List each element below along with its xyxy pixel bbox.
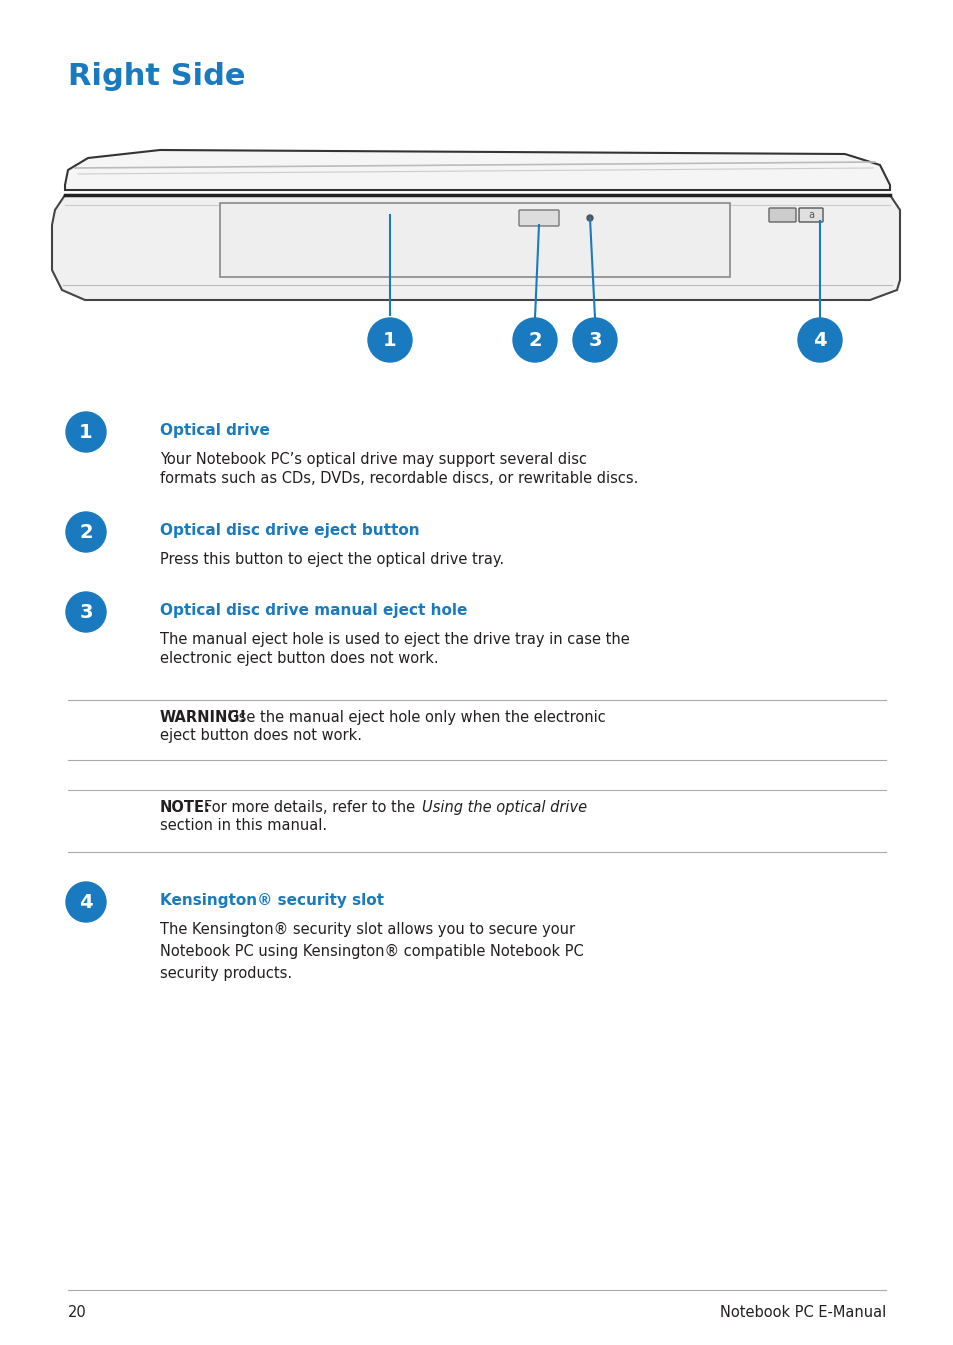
Text: Notebook PC using Kensington® compatible Notebook PC: Notebook PC using Kensington® compatible… (160, 944, 583, 959)
Text: eject button does not work.: eject button does not work. (160, 728, 361, 742)
FancyBboxPatch shape (518, 210, 558, 226)
Text: The manual eject hole is used to eject the drive tray in case the: The manual eject hole is used to eject t… (160, 632, 629, 647)
Text: 3: 3 (588, 331, 601, 350)
Text: 1: 1 (383, 331, 396, 350)
Text: 2: 2 (79, 522, 92, 542)
Circle shape (513, 317, 557, 362)
Circle shape (66, 512, 106, 551)
Circle shape (573, 317, 617, 362)
Text: 4: 4 (79, 893, 92, 912)
Polygon shape (52, 195, 899, 300)
Text: Using the optical drive: Using the optical drive (421, 800, 586, 815)
Text: Right Side: Right Side (68, 62, 245, 91)
Text: section in this manual.: section in this manual. (160, 818, 327, 833)
Polygon shape (65, 151, 889, 190)
Text: 3: 3 (79, 603, 92, 621)
Circle shape (797, 317, 841, 362)
Circle shape (66, 412, 106, 452)
Text: Optical disc drive eject button: Optical disc drive eject button (160, 522, 419, 538)
Text: The Kensington® security slot allows you to secure your: The Kensington® security slot allows you… (160, 923, 575, 937)
Text: Optical drive: Optical drive (160, 422, 270, 437)
Text: security products.: security products. (160, 966, 292, 981)
Text: NOTE:: NOTE: (160, 800, 211, 815)
Text: formats such as CDs, DVDs, recordable discs, or rewritable discs.: formats such as CDs, DVDs, recordable di… (160, 471, 638, 486)
Text: electronic eject button does not work.: electronic eject button does not work. (160, 651, 438, 666)
FancyBboxPatch shape (220, 203, 729, 277)
FancyBboxPatch shape (799, 208, 822, 222)
Text: 2: 2 (528, 331, 541, 350)
Text: 1: 1 (79, 422, 92, 441)
Circle shape (66, 592, 106, 632)
Text: Your Notebook PC’s optical drive may support several disc: Your Notebook PC’s optical drive may sup… (160, 452, 586, 467)
Text: 20: 20 (68, 1305, 87, 1319)
Text: Optical disc drive manual eject hole: Optical disc drive manual eject hole (160, 603, 467, 617)
Text: Kensington® security slot: Kensington® security slot (160, 893, 384, 908)
Text: Use the manual eject hole only when the electronic: Use the manual eject hole only when the … (228, 710, 605, 725)
Text: For more details, refer to the: For more details, refer to the (204, 800, 419, 815)
Circle shape (368, 317, 412, 362)
Circle shape (586, 215, 593, 221)
Text: WARNING!: WARNING! (160, 710, 247, 725)
Text: Notebook PC E-Manual: Notebook PC E-Manual (719, 1305, 885, 1319)
FancyBboxPatch shape (768, 208, 795, 222)
Text: a: a (807, 210, 813, 221)
Circle shape (66, 882, 106, 923)
Text: 4: 4 (812, 331, 826, 350)
Text: Press this button to eject the optical drive tray.: Press this button to eject the optical d… (160, 551, 503, 568)
